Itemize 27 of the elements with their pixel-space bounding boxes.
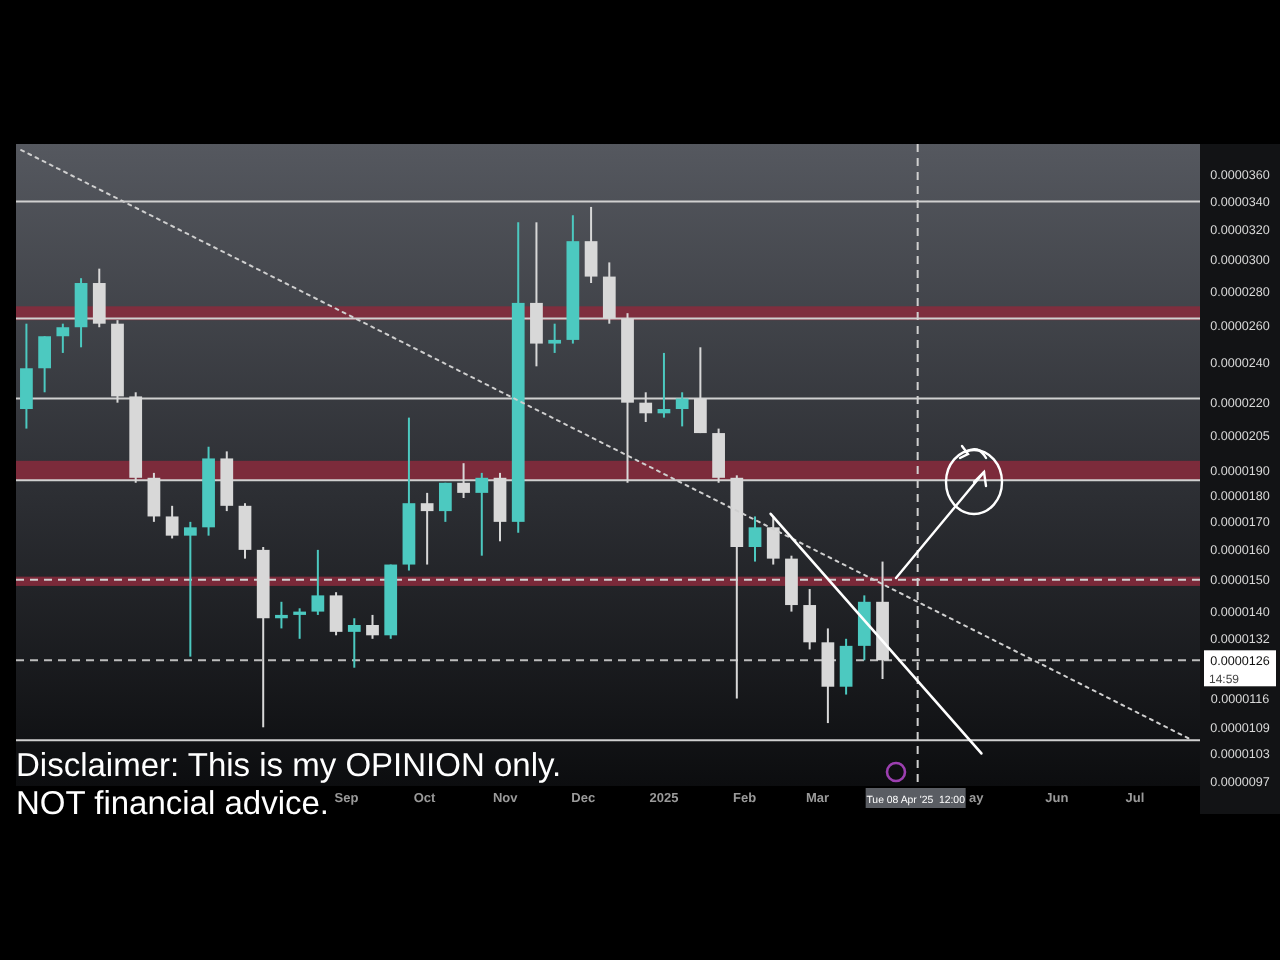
candlestick bbox=[857, 594, 871, 662]
candlestick bbox=[293, 607, 307, 640]
annotation: Disclaimer: This is my OPINION only. bbox=[16, 748, 562, 784]
candlestick bbox=[475, 471, 489, 557]
candlestick bbox=[74, 277, 88, 349]
candlestick bbox=[20, 322, 33, 430]
candlestick bbox=[329, 591, 343, 637]
candlestick bbox=[347, 617, 361, 669]
candlestick bbox=[38, 335, 51, 394]
candlestick bbox=[183, 520, 197, 658]
candlestick bbox=[584, 205, 598, 285]
candlestick bbox=[56, 322, 70, 354]
candlestick bbox=[839, 637, 853, 696]
candlestick bbox=[366, 613, 379, 640]
candlestick bbox=[165, 504, 179, 540]
candlestick bbox=[275, 600, 288, 630]
candlestick bbox=[803, 588, 817, 651]
candlestick bbox=[766, 515, 780, 566]
candlestick bbox=[821, 627, 835, 725]
candlestick bbox=[675, 391, 689, 428]
candlestick bbox=[548, 322, 562, 354]
candlestick bbox=[311, 548, 325, 616]
candlestick bbox=[420, 491, 434, 566]
candlestick bbox=[438, 481, 452, 523]
candlestick bbox=[238, 502, 252, 560]
annotation: NOT financial advice. bbox=[16, 786, 330, 822]
candlestick bbox=[748, 515, 762, 563]
